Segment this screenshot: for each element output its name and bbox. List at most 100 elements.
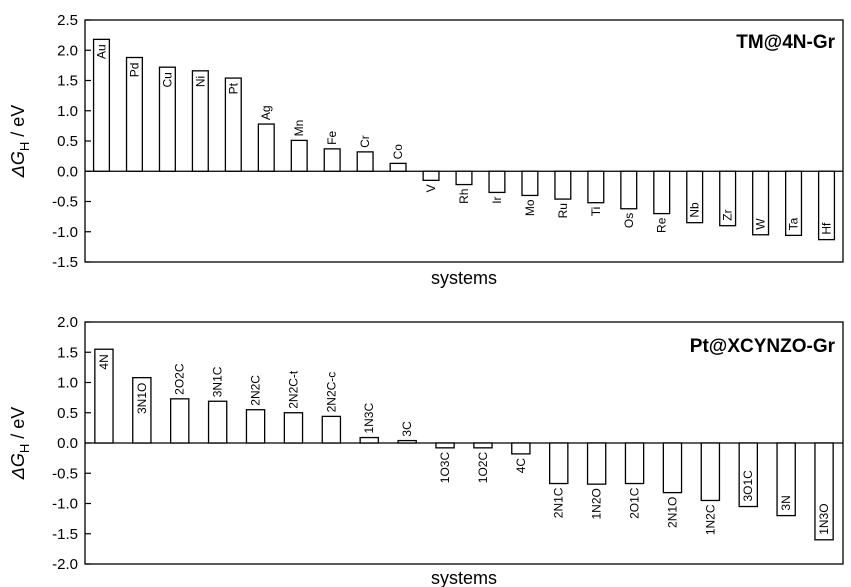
bar-2n2c bbox=[245, 409, 266, 444]
bar-label: 2N2C-c bbox=[324, 372, 338, 413]
y-tick-label: -1.0 bbox=[52, 496, 78, 513]
y-axis-label: ΔGH / eV bbox=[8, 407, 32, 481]
y-axis-label-main: ΔG bbox=[8, 453, 28, 480]
bar-label: Ag bbox=[259, 105, 273, 120]
bar-fe bbox=[323, 148, 341, 172]
bar-label: Ir bbox=[490, 196, 504, 203]
bar-label: Mn bbox=[292, 120, 306, 137]
bar-label: 2N2C-t bbox=[286, 370, 300, 409]
bar-v bbox=[422, 170, 440, 181]
y-tick-label: 2.0 bbox=[57, 42, 78, 59]
bar-1o2c bbox=[473, 442, 493, 449]
y-tick-label: -1.5 bbox=[52, 526, 78, 543]
y-axis-label-unit: / eV bbox=[8, 105, 28, 142]
bar-label: Zr bbox=[721, 209, 735, 220]
bar-ta bbox=[785, 170, 803, 237]
panel-title: Pt@XCYNZO-Gr bbox=[690, 336, 836, 357]
bar-rh bbox=[455, 170, 473, 186]
bar-1n3c bbox=[359, 436, 379, 444]
bar-1n2o bbox=[586, 442, 607, 485]
bar-label: 1O3C bbox=[438, 452, 452, 484]
bar-1n3o bbox=[814, 442, 834, 541]
bar-mo bbox=[521, 170, 539, 197]
bar-1o3c bbox=[435, 442, 455, 449]
bar-label: W bbox=[754, 218, 768, 230]
bar-label: Re bbox=[655, 217, 669, 233]
bar-2n2c-t bbox=[283, 412, 304, 444]
bar-3c bbox=[397, 439, 417, 444]
y-axis-label-sub: H bbox=[17, 444, 32, 453]
bar-label: Fe bbox=[325, 131, 339, 145]
y-tick-label: 0.5 bbox=[57, 405, 78, 422]
y-axis-label: ΔGH / eV bbox=[8, 105, 32, 179]
bar-3n1o bbox=[132, 377, 152, 444]
y-tick-label: 1.5 bbox=[57, 344, 78, 361]
bar-label: Ni bbox=[193, 76, 207, 87]
bar-4n bbox=[94, 348, 114, 444]
y-tick-label: -0.5 bbox=[52, 465, 78, 482]
y-tick-label: 2.5 bbox=[57, 12, 78, 29]
bar-label: Os bbox=[622, 213, 636, 228]
bar-label: 3O1C bbox=[741, 470, 755, 502]
x-axis-label: systems bbox=[431, 568, 497, 587]
y-axis-ticks: -2.0 -1.5 -1.0 -0.5 0.0 0.5 1.0 1.5 2.0 bbox=[52, 314, 91, 573]
bar-2o2c bbox=[170, 398, 190, 444]
bar-ni bbox=[191, 70, 209, 172]
bar-re bbox=[653, 170, 671, 215]
bar-label: 1N2C bbox=[703, 504, 717, 535]
bar-w bbox=[752, 170, 770, 236]
bar-label: 4N bbox=[97, 354, 111, 369]
bar-label: 1N3O bbox=[817, 503, 831, 534]
bar-label: Pt bbox=[226, 82, 240, 94]
panel-title: TM@4N-Gr bbox=[736, 32, 835, 53]
bar-nb bbox=[686, 170, 704, 224]
y-tick-label: -2.0 bbox=[52, 556, 78, 573]
bar-ru bbox=[554, 170, 572, 200]
bar-2n1o bbox=[662, 442, 683, 494]
bar-label: Co bbox=[391, 144, 405, 160]
bar-label: Hf bbox=[820, 222, 834, 235]
y-tick-label: 1.0 bbox=[57, 375, 78, 392]
bar-os bbox=[620, 170, 638, 210]
bar-4c bbox=[511, 442, 531, 455]
y-tick-label: 0.0 bbox=[57, 163, 78, 180]
bar-label: 3N bbox=[779, 495, 793, 510]
bar-label: 2N2C bbox=[249, 375, 263, 406]
bar-au bbox=[92, 38, 111, 172]
bar-2n2c-c bbox=[321, 415, 342, 444]
bar-label: Au bbox=[94, 44, 108, 59]
bar-group: 4N 3N1O 2O2C 3N1C 2N2C 2N2C-t 2N2C-c 1N3C 3C 1O3C… bbox=[94, 348, 834, 541]
bar-mn bbox=[290, 139, 308, 172]
bar-label: Mo bbox=[523, 199, 537, 216]
bar-label: Nb bbox=[688, 202, 702, 218]
bar-label: Ti bbox=[589, 207, 603, 217]
bar-label: Pd bbox=[127, 63, 141, 78]
bar-pt bbox=[224, 77, 242, 172]
bar-label: 4C bbox=[514, 458, 528, 474]
bar-label: Rh bbox=[457, 189, 471, 204]
bar-label: 1N2O bbox=[590, 488, 604, 519]
y-axis-label-main: ΔG bbox=[8, 151, 28, 178]
y-tick-label: 1.0 bbox=[57, 103, 78, 120]
y-tick-label: 1.5 bbox=[57, 73, 78, 90]
panel-pt-xcynzo-gr: -2.0 -1.5 -1.0 -0.5 0.0 0.5 1.0 1.5 2.0 4N 3N1O 2O… bbox=[8, 314, 844, 587]
bar-label: 1N3C bbox=[362, 403, 376, 434]
bar-label: V bbox=[424, 184, 438, 192]
bar-group: Au Pd Cu Ni Pt Ag Mn Fe Cr Co V Rh Ir Mo Ru Ti Os Re Nb Zr W… bbox=[92, 38, 836, 241]
y-tick-label: -0.5 bbox=[52, 194, 78, 211]
bar-label: 3N1C bbox=[211, 366, 225, 397]
bar-label: 1O2C bbox=[476, 452, 490, 484]
y-axis-ticks: -1.5 -1.0 -0.5 0.0 0.5 1.0 1.5 2.0 2.5 bbox=[52, 12, 91, 271]
x-axis-label: systems bbox=[431, 268, 497, 288]
panel-tm4n-gr: -1.5 -1.0 -0.5 0.0 0.5 1.0 1.5 2.0 2.5 Au Pd Cu Ni P… bbox=[8, 12, 844, 288]
bar-ir bbox=[488, 170, 506, 194]
bar-cr bbox=[356, 151, 374, 172]
y-tick-label: -1.0 bbox=[52, 224, 78, 241]
bar-label: Ta bbox=[787, 217, 801, 230]
bar-co bbox=[389, 162, 407, 172]
y-axis-label-sub: H bbox=[17, 142, 32, 151]
bar-3n1c bbox=[207, 400, 228, 444]
y-tick-label: 0.5 bbox=[57, 133, 78, 150]
bar-ti bbox=[587, 170, 605, 204]
